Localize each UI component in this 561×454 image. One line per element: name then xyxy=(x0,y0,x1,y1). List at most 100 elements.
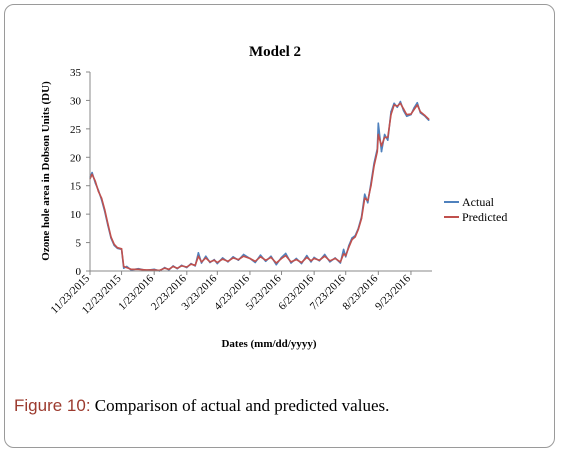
data-point-actual xyxy=(416,102,418,104)
data-point-actual xyxy=(428,119,430,122)
data-point-predicted xyxy=(413,108,415,111)
data-point-actual xyxy=(91,171,93,174)
data-point-predicted xyxy=(126,266,128,269)
data-point-predicted xyxy=(351,239,353,241)
plot-area xyxy=(89,100,430,272)
data-point-predicted xyxy=(354,236,356,238)
data-point-predicted xyxy=(423,114,426,116)
data-point-predicted xyxy=(227,260,229,262)
data-point-actual xyxy=(200,262,203,264)
data-point-predicted xyxy=(406,113,408,116)
data-point-predicted xyxy=(275,262,277,264)
x-tick-label: 9/23/2016 xyxy=(373,272,413,312)
data-point-actual xyxy=(380,150,383,153)
data-point-predicted xyxy=(232,257,234,259)
data-point-predicted xyxy=(242,255,245,257)
data-point-predicted xyxy=(345,254,347,257)
data-point-predicted xyxy=(290,261,292,263)
y-tick-label: 35 xyxy=(70,67,82,79)
data-point-predicted xyxy=(348,246,350,248)
data-point-actual xyxy=(232,256,234,258)
data-point-predicted xyxy=(393,104,395,106)
data-point-predicted xyxy=(254,260,256,262)
data-point-predicted xyxy=(97,190,100,193)
data-point-actual xyxy=(339,262,342,264)
data-point-actual xyxy=(197,252,200,254)
data-point-actual xyxy=(290,262,292,264)
data-point-predicted xyxy=(145,269,147,271)
data-point-predicted xyxy=(209,261,211,263)
data-point-predicted xyxy=(380,145,383,147)
data-point-actual xyxy=(205,255,207,257)
data-point-actual xyxy=(254,261,256,264)
y-axis-ticks: 0 5 10 15 20 25 30 35 xyxy=(70,67,90,278)
data-point-predicted xyxy=(360,218,363,220)
data-point-predicted xyxy=(110,236,112,238)
data-point-actual xyxy=(310,261,312,263)
data-point-predicted xyxy=(194,264,196,266)
series-line-actual xyxy=(89,100,430,272)
y-tick-label: 10 xyxy=(70,209,82,221)
data-point-predicted xyxy=(200,261,203,263)
y-axis-label: Ozone hole area in Dobson Units (DU) xyxy=(40,81,52,261)
data-point-predicted xyxy=(249,257,251,260)
data-point-predicted xyxy=(410,113,412,115)
data-point-actual xyxy=(393,102,395,105)
data-point-predicted xyxy=(213,259,215,261)
data-point-predicted xyxy=(123,265,125,268)
y-tick-label: 15 xyxy=(70,181,82,193)
data-point-actual xyxy=(265,260,267,262)
data-point-predicted xyxy=(137,268,140,270)
data-point-actual xyxy=(285,252,287,255)
data-point-actual xyxy=(396,106,398,109)
data-point-predicted xyxy=(313,257,315,260)
data-point-predicted xyxy=(300,261,303,264)
data-point-predicted xyxy=(396,105,398,107)
data-point-actual xyxy=(216,262,218,265)
chart-title: Model 2 xyxy=(249,44,301,60)
legend: Actual Predicted xyxy=(444,195,507,224)
data-point-predicted xyxy=(172,265,174,268)
data-point-actual xyxy=(306,254,308,257)
legend-label-actual: Actual xyxy=(462,195,495,209)
data-point-actual xyxy=(270,255,272,257)
data-point-predicted xyxy=(91,173,93,175)
data-point-predicted xyxy=(176,267,178,269)
data-point-actual xyxy=(345,256,347,258)
data-point-predicted xyxy=(402,108,405,110)
y-tick-label: 5 xyxy=(76,238,82,250)
data-point-actual xyxy=(387,139,389,141)
legend-label-predicted: Predicted xyxy=(462,210,507,224)
series-line-predicted xyxy=(89,102,430,272)
data-point-predicted xyxy=(259,256,262,258)
x-axis-label: Dates (mm/dd/yyyy) xyxy=(221,338,316,350)
data-point-actual xyxy=(242,253,245,256)
data-point-predicted xyxy=(318,259,321,261)
data-point-predicted xyxy=(113,243,115,245)
data-point-actual xyxy=(313,256,315,259)
data-point-predicted xyxy=(270,256,272,259)
data-point-predicted xyxy=(329,260,331,262)
data-point-actual xyxy=(300,262,303,265)
data-point-predicted xyxy=(376,150,378,153)
data-point-actual xyxy=(367,202,369,204)
caption-label: Figure 10: xyxy=(14,396,91,415)
data-point-predicted xyxy=(295,258,297,261)
data-point-predicted xyxy=(180,265,183,267)
data-point-actual xyxy=(342,248,345,251)
y-tick-label: 30 xyxy=(70,95,82,107)
data-point-actual xyxy=(383,133,386,136)
data-point-predicted xyxy=(265,259,267,261)
data-point-predicted xyxy=(221,258,224,260)
data-point-actual xyxy=(221,257,224,259)
data-point-predicted xyxy=(100,197,103,199)
data-point-actual xyxy=(399,100,402,103)
data-point-predicted xyxy=(334,257,336,260)
data-point-predicted xyxy=(387,136,389,139)
data-point-predicted xyxy=(339,261,342,263)
data-point-predicted xyxy=(190,263,192,265)
data-point-predicted xyxy=(120,248,123,250)
data-point-predicted xyxy=(416,104,418,106)
data-point-predicted xyxy=(197,255,200,257)
data-point-predicted xyxy=(205,257,207,259)
